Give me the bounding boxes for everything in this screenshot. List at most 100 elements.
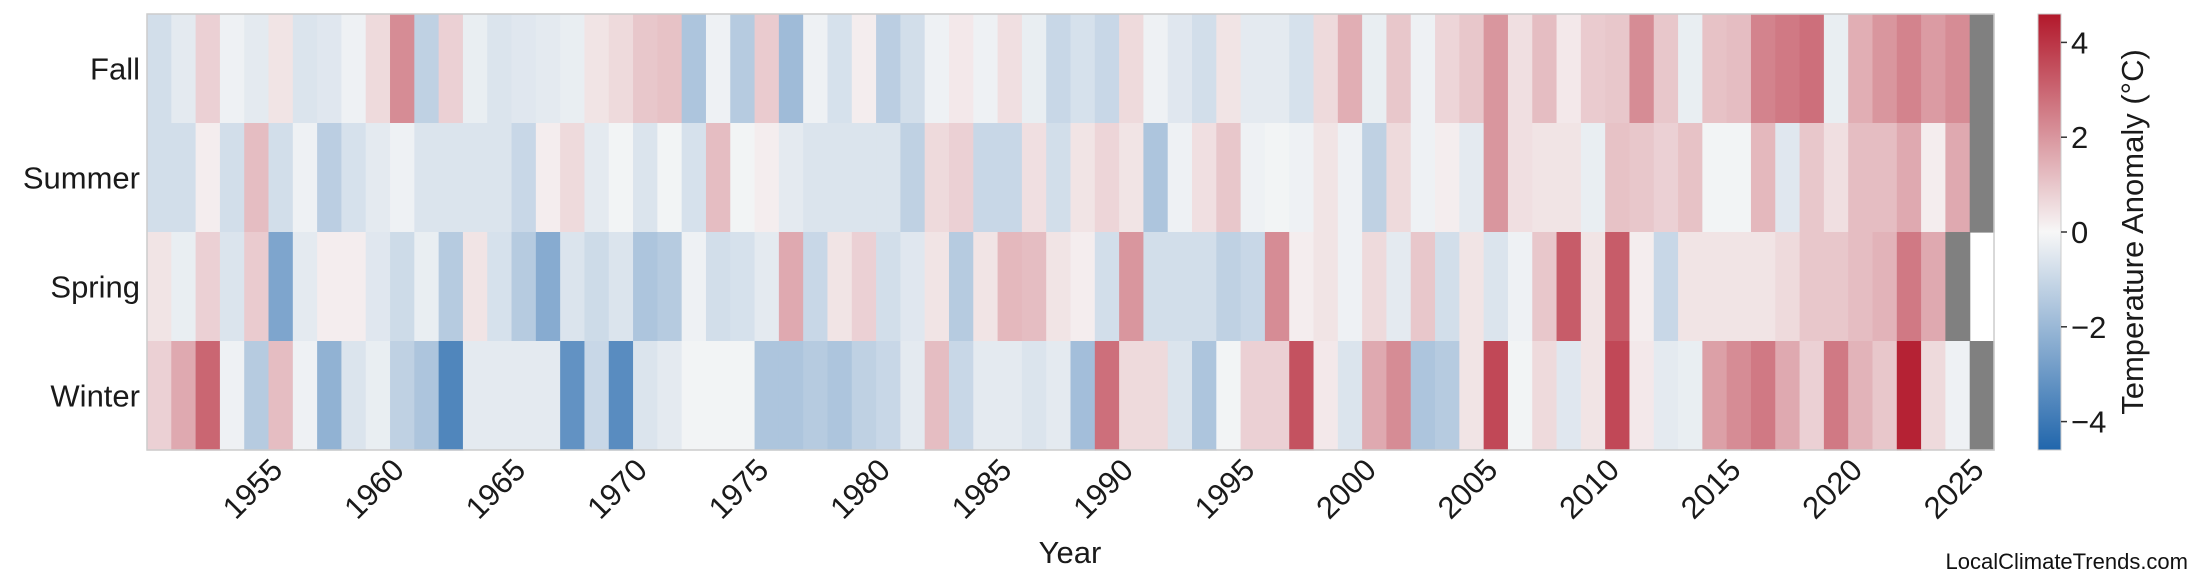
- x-tick-labels: 1955 1960 1965 1970 1975 1980 1985 1990 1995 2000…: [216, 452, 1991, 526]
- heatmap-cell-summer-1964: [487, 123, 513, 233]
- heatmap-cell-fall-1994: [1216, 14, 1242, 124]
- heatmap-cell-summer-1965: [511, 123, 537, 233]
- heatmap-cell-winter-1985: [997, 341, 1023, 451]
- heatmap-cell-summer-2018: [1799, 123, 1825, 233]
- heatmap-cell-winter-1994: [1216, 341, 1242, 451]
- heatmap-cell-winter-2016: [1750, 341, 1776, 451]
- x-tick-2005: 2005: [1431, 452, 1505, 526]
- heatmap-cell-fall-1991: [1143, 14, 1169, 124]
- heatmap-cell-fall-2012: [1653, 14, 1679, 124]
- heatmap-cell-fall-2015: [1726, 14, 1752, 124]
- heatmap-cell-winter-2014: [1702, 341, 1728, 451]
- heatmap-cell-spring-1989: [1094, 232, 1120, 342]
- heatmap-cell-spring-1953: [219, 232, 245, 342]
- heatmap-cell-fall-2004: [1459, 14, 1485, 124]
- heatmap-cell-winter-2023: [1921, 341, 1946, 451]
- heatmap-cell-winter-1982: [924, 341, 950, 451]
- heatmap-cell-summer-1998: [1313, 123, 1339, 233]
- x-tick-1955: 1955: [216, 452, 290, 526]
- heatmap-cell-spring-2011: [1629, 232, 1655, 342]
- heatmap-cell-fall-2000: [1362, 14, 1388, 124]
- heatmap-cell-spring-1962: [438, 232, 464, 342]
- heatmap-cell-winter-2000: [1362, 341, 1388, 451]
- heatmap-cell-summer-1984: [973, 123, 999, 233]
- heatmap-cell-winter-2022: [1896, 341, 1922, 451]
- heatmap-cell-fall-1953: [219, 14, 245, 124]
- heatmap-cell-fall-1957: [317, 14, 343, 124]
- heatmap-cell-winter-1952: [195, 341, 221, 451]
- heatmap-cell-summer-1960: [390, 123, 415, 233]
- heatmap-cell-winter-1998: [1313, 341, 1339, 451]
- heatmap-cell-fall-1977: [803, 14, 829, 124]
- heatmap-cell-summer-1956: [292, 123, 318, 233]
- heatmap-cell-winter-2018: [1799, 341, 1825, 451]
- heatmap-cell-fall-1995: [1240, 14, 1266, 124]
- heatmap-cell-summer-2025: [1969, 123, 1995, 233]
- heatmap-cell-spring-2016: [1750, 232, 1776, 342]
- heatmap-cell-spring-2003: [1435, 232, 1460, 342]
- heatmap-cell-winter-1997: [1289, 341, 1315, 451]
- heatmap-cell-spring-1978: [827, 232, 853, 342]
- heatmap-cell-summer-1968: [584, 123, 610, 233]
- heatmap-cell-winter-1983: [948, 341, 974, 451]
- heatmap-cell-summer-1983: [948, 123, 974, 233]
- heatmap-cell-spring-1974: [730, 232, 756, 342]
- heatmap-cell-summer-1969: [608, 123, 634, 233]
- heatmap-cell-winter-1970: [633, 341, 658, 451]
- heatmap-cell-spring-1972: [681, 232, 707, 342]
- heatmap-cell-winter-1992: [1167, 341, 1193, 451]
- heatmap-cell-fall-1962: [438, 14, 464, 124]
- heatmap-cell-winter-1976: [778, 341, 804, 451]
- heatmap-cell-fall-1999: [1337, 14, 1363, 124]
- heatmap-cell-summer-1994: [1216, 123, 1242, 233]
- heatmap-cell-fall-1954: [244, 14, 270, 124]
- colorbar-tick-label-4: 4: [2071, 25, 2088, 60]
- heatmap-cell-fall-1961: [414, 14, 440, 124]
- heatmap-cell-summer-1982: [924, 123, 950, 233]
- heatmap-cell-spring-1988: [1070, 232, 1096, 342]
- heatmap-cell-summer-2012: [1653, 123, 1679, 233]
- heatmap-cell-winter-1993: [1192, 341, 1217, 451]
- row-label-fall: Fall: [90, 52, 140, 87]
- heatmap-cell-winter-1972: [681, 341, 707, 451]
- heatmap-cell-spring-1999: [1337, 232, 1363, 342]
- heatmap-cell-fall-1976: [778, 14, 804, 124]
- heatmap-cell-spring-2023: [1921, 232, 1946, 342]
- heatmap-cell-winter-1965: [511, 341, 537, 451]
- colorbar-tick-label--2: −2: [2071, 310, 2106, 345]
- heatmap-cell-winter-1973: [705, 341, 731, 451]
- heatmap-cell-summer-1997: [1289, 123, 1315, 233]
- heatmap-cell-spring-1977: [803, 232, 829, 342]
- heatmap-cell-winter-1999: [1337, 341, 1363, 451]
- heatmap-cell-spring-2019: [1823, 232, 1849, 342]
- x-tick-1960: 1960: [337, 452, 411, 526]
- heatmap-cell-winter-2017: [1775, 341, 1801, 451]
- heatmap-cell-winter-1961: [414, 341, 440, 451]
- heatmap-cell-spring-1970: [633, 232, 658, 342]
- heatmap-cell-fall-2005: [1483, 14, 1509, 124]
- heatmap-cell-summer-1975: [754, 123, 780, 233]
- heatmap-cell-summer-2001: [1386, 123, 1412, 233]
- heatmap-cell-spring-1981: [900, 232, 926, 342]
- heatmap-cell-summer-1959: [365, 123, 391, 233]
- heatmap-cell-spring-2006: [1507, 232, 1533, 342]
- heatmap-cell-fall-2001: [1386, 14, 1412, 124]
- heatmap-cell-summer-2008: [1556, 123, 1582, 233]
- colorbar-tick-label-0: 0: [2071, 215, 2088, 250]
- heatmap-cell-fall-1960: [390, 14, 415, 124]
- heatmap-cell-spring-1958: [341, 232, 367, 342]
- heatmap-cell-summer-1980: [876, 123, 901, 233]
- heatmap-cell-winter-1963: [462, 341, 488, 451]
- heatmap-cell-summer-1957: [317, 123, 343, 233]
- heatmap-cell-spring-1963: [462, 232, 488, 342]
- heatmap-cell-spring-2009: [1580, 232, 1606, 342]
- heatmap-cell-fall-1985: [997, 14, 1023, 124]
- x-tick-1965: 1965: [459, 452, 533, 526]
- heatmap-cell-winter-1956: [292, 341, 318, 451]
- heatmap-cell-spring-1975: [754, 232, 780, 342]
- heatmap-cell-spring-1959: [365, 232, 391, 342]
- heatmap-cell-spring-2018: [1799, 232, 1825, 342]
- heatmap-cell-summer-1952: [195, 123, 221, 233]
- heatmap-cell-fall-2007: [1532, 14, 1558, 124]
- heatmap-cell-spring-1980: [876, 232, 901, 342]
